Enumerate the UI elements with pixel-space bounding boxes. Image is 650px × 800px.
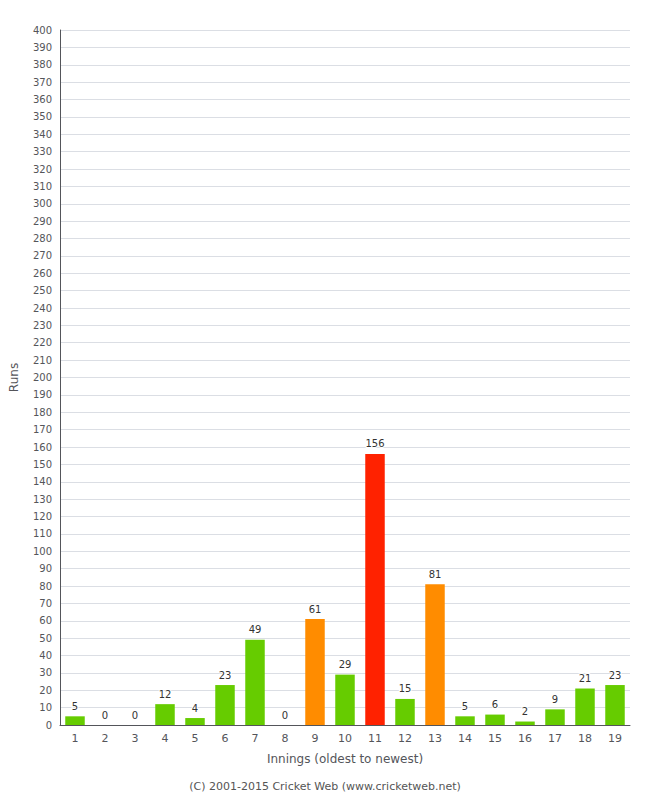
svg-text:330: 330 xyxy=(33,146,52,157)
svg-text:11: 11 xyxy=(368,732,382,745)
svg-text:156: 156 xyxy=(365,438,384,449)
svg-text:13: 13 xyxy=(428,732,442,745)
svg-text:310: 310 xyxy=(33,181,52,192)
svg-text:290: 290 xyxy=(33,216,52,227)
svg-text:Runs: Runs xyxy=(7,363,21,392)
svg-text:380: 380 xyxy=(33,59,52,70)
svg-text:21: 21 xyxy=(579,673,592,684)
svg-text:19: 19 xyxy=(608,732,622,745)
svg-text:110: 110 xyxy=(33,528,52,539)
svg-text:230: 230 xyxy=(33,320,52,331)
svg-text:170: 170 xyxy=(33,424,52,435)
svg-text:0: 0 xyxy=(132,710,138,721)
svg-text:60: 60 xyxy=(39,615,52,626)
svg-text:0: 0 xyxy=(282,710,288,721)
svg-text:0: 0 xyxy=(46,720,52,731)
svg-text:320: 320 xyxy=(33,164,52,175)
svg-text:4: 4 xyxy=(192,703,198,714)
svg-text:100: 100 xyxy=(33,546,52,557)
svg-text:10: 10 xyxy=(338,732,352,745)
svg-text:210: 210 xyxy=(33,355,52,366)
svg-text:370: 370 xyxy=(33,77,52,88)
svg-text:190: 190 xyxy=(33,389,52,400)
svg-text:30: 30 xyxy=(39,667,52,678)
svg-text:17: 17 xyxy=(548,732,562,745)
svg-text:80: 80 xyxy=(39,581,52,592)
svg-text:49: 49 xyxy=(249,624,262,635)
svg-text:280: 280 xyxy=(33,233,52,244)
svg-text:81: 81 xyxy=(429,569,442,580)
svg-text:150: 150 xyxy=(33,459,52,470)
svg-text:390: 390 xyxy=(33,42,52,53)
svg-text:40: 40 xyxy=(39,650,52,661)
svg-text:3: 3 xyxy=(132,732,139,745)
svg-text:6: 6 xyxy=(222,732,229,745)
svg-text:7: 7 xyxy=(252,732,259,745)
svg-text:180: 180 xyxy=(33,407,52,418)
svg-text:10: 10 xyxy=(39,702,52,713)
svg-text:2: 2 xyxy=(102,732,109,745)
svg-text:2: 2 xyxy=(522,706,528,717)
svg-text:160: 160 xyxy=(33,442,52,453)
svg-text:140: 140 xyxy=(33,476,52,487)
svg-text:12: 12 xyxy=(159,689,172,700)
svg-text:15: 15 xyxy=(488,732,502,745)
svg-text:Innings (oldest to newest): Innings (oldest to newest) xyxy=(267,752,423,766)
svg-text:14: 14 xyxy=(458,732,472,745)
svg-text:4: 4 xyxy=(162,732,169,745)
svg-text:29: 29 xyxy=(339,659,352,670)
svg-text:270: 270 xyxy=(33,250,52,261)
svg-text:5: 5 xyxy=(462,701,468,712)
svg-text:240: 240 xyxy=(33,303,52,314)
svg-text:360: 360 xyxy=(33,94,52,105)
svg-text:15: 15 xyxy=(399,683,412,694)
svg-text:340: 340 xyxy=(33,129,52,140)
svg-text:120: 120 xyxy=(33,511,52,522)
svg-text:(C) 2001-2015 Cricket Web (www: (C) 2001-2015 Cricket Web (www.cricketwe… xyxy=(189,780,461,793)
svg-text:250: 250 xyxy=(33,285,52,296)
svg-text:61: 61 xyxy=(309,604,322,615)
svg-text:50: 50 xyxy=(39,633,52,644)
svg-text:90: 90 xyxy=(39,563,52,574)
svg-text:16: 16 xyxy=(518,732,532,745)
svg-text:1: 1 xyxy=(72,732,79,745)
svg-text:5: 5 xyxy=(192,732,199,745)
svg-text:9: 9 xyxy=(312,732,319,745)
svg-text:23: 23 xyxy=(219,670,232,681)
svg-text:8: 8 xyxy=(282,732,289,745)
svg-text:12: 12 xyxy=(398,732,412,745)
svg-text:9: 9 xyxy=(552,694,558,705)
svg-text:260: 260 xyxy=(33,268,52,279)
svg-text:70: 70 xyxy=(39,598,52,609)
svg-text:400: 400 xyxy=(33,25,52,36)
svg-text:0: 0 xyxy=(102,710,108,721)
svg-text:350: 350 xyxy=(33,111,52,122)
svg-text:220: 220 xyxy=(33,337,52,348)
svg-text:6: 6 xyxy=(492,699,498,710)
svg-text:5: 5 xyxy=(72,701,78,712)
svg-text:130: 130 xyxy=(33,494,52,505)
svg-text:200: 200 xyxy=(33,372,52,383)
svg-text:300: 300 xyxy=(33,198,52,209)
svg-text:20: 20 xyxy=(39,685,52,696)
svg-text:18: 18 xyxy=(578,732,592,745)
svg-text:23: 23 xyxy=(609,670,622,681)
